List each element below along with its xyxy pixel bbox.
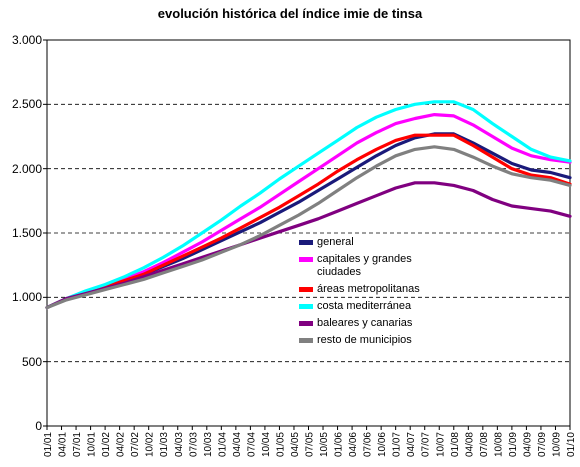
x-tick-label: 04/07 xyxy=(406,432,417,457)
x-tick-label: 10/09 xyxy=(551,432,562,457)
x-tick-label: 01/06 xyxy=(334,432,345,457)
x-tick-label: 01/04 xyxy=(217,432,228,457)
series-line-4 xyxy=(45,100,572,310)
y-tick-label: 0 xyxy=(35,419,42,433)
x-tick-label: 07/06 xyxy=(363,432,374,457)
x-tick-label: 01/08 xyxy=(450,432,461,457)
legend-label: general xyxy=(317,236,354,248)
legend: general capitales y grandes ciudades áreas… xyxy=(299,236,439,351)
y-tick-label: 2.000 xyxy=(11,161,42,176)
x-tick-label: 04/02 xyxy=(116,432,127,457)
legend-label: resto de municipios xyxy=(317,334,412,346)
legend-swatch xyxy=(299,321,313,326)
x-tick-label: 01/10 xyxy=(566,432,577,457)
x-tick-label: 10/01 xyxy=(87,432,98,457)
x-tick-label: 07/07 xyxy=(421,432,432,457)
x-tick-label: 04/06 xyxy=(348,432,359,457)
x-tick-label: 07/05 xyxy=(305,432,316,457)
chart-title: evolución histórica del índice imie de t… xyxy=(157,6,423,21)
series-line-3 xyxy=(45,133,572,310)
x-tick-label: 07/02 xyxy=(130,432,141,457)
x-tick-label: 07/01 xyxy=(72,432,83,457)
x-tick-label: 10/07 xyxy=(435,432,446,457)
legend-item: áreas metropolitanas xyxy=(299,283,439,296)
x-tick-label: 04/03 xyxy=(174,432,185,457)
x-tick-label: 04/01 xyxy=(58,432,69,457)
x-tick-label: 04/04 xyxy=(232,432,243,457)
legend-item: general xyxy=(299,236,439,249)
legend-label: capitales y grandes ciudades xyxy=(317,253,412,278)
legend-swatch xyxy=(299,287,313,292)
y-tick-label: 500 xyxy=(21,354,42,369)
x-tick-label: 04/09 xyxy=(522,432,533,457)
legend-swatch xyxy=(299,338,313,343)
x-tick-label: 07/08 xyxy=(479,432,490,457)
legend-item: baleares y canarias xyxy=(299,317,439,330)
series-line-5 xyxy=(45,181,572,310)
y-tick-label: 1.000 xyxy=(11,290,42,305)
x-tick-label: 01/01 xyxy=(43,432,54,457)
x-tick-label: 04/05 xyxy=(290,432,301,457)
x-tick-label: 01/03 xyxy=(159,432,170,457)
x-tick-label: 10/05 xyxy=(319,432,330,457)
x-tick-label: 04/08 xyxy=(464,432,475,457)
legend-label: áreas metropolitanas xyxy=(317,283,420,295)
x-tick-label: 07/09 xyxy=(537,432,548,457)
legend-label: baleares y canarias xyxy=(317,317,413,329)
x-tick-label: 10/06 xyxy=(377,432,388,457)
x-tick-label: 07/04 xyxy=(246,432,257,457)
legend-swatch xyxy=(299,257,313,262)
y-tick-label: 1.500 xyxy=(11,226,42,240)
legend-item: capitales y grandes ciudades xyxy=(299,253,439,279)
legend-swatch xyxy=(299,240,313,245)
legend-label: costa mediterránea xyxy=(317,300,412,312)
x-tick-label: 10/04 xyxy=(261,432,272,457)
y-tick-label: 3.000 xyxy=(11,33,42,47)
y-tick-label: 2.500 xyxy=(11,97,42,112)
legend-item: costa mediterránea xyxy=(299,300,439,313)
x-tick-label: 10/08 xyxy=(493,432,504,457)
series-line-6 xyxy=(45,145,572,310)
x-tick-label: 01/02 xyxy=(101,432,112,457)
x-tick-label: 10/02 xyxy=(145,432,156,457)
series-line-2 xyxy=(45,112,572,310)
x-tick-label: 01/05 xyxy=(275,432,286,457)
legend-item: resto de municipios xyxy=(299,334,439,347)
x-tick-label: 07/03 xyxy=(188,432,199,457)
x-tick-label: 10/03 xyxy=(203,432,214,457)
x-tick-label: 01/07 xyxy=(392,432,403,457)
legend-swatch xyxy=(299,304,313,309)
x-tick-label: 01/09 xyxy=(508,432,519,457)
